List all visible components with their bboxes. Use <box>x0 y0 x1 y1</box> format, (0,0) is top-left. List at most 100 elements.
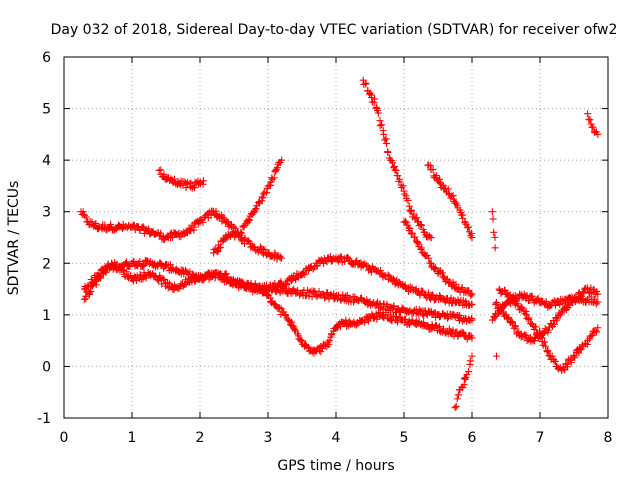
data-point <box>82 213 90 221</box>
data-point <box>313 262 321 270</box>
data-point <box>435 323 443 331</box>
data-point <box>594 298 602 306</box>
data-point <box>505 313 513 321</box>
data-point <box>532 323 540 331</box>
data-point <box>408 229 416 237</box>
data-point <box>238 229 246 237</box>
data-point <box>511 323 519 331</box>
data-point <box>298 337 306 345</box>
data-point <box>167 282 175 290</box>
data-point <box>259 190 267 198</box>
data-points <box>77 76 602 412</box>
x-tick-label: 2 <box>196 430 205 446</box>
data-point <box>155 166 163 174</box>
data-point <box>468 334 476 342</box>
data-point <box>415 240 423 248</box>
data-point <box>391 166 399 174</box>
data-point <box>468 290 476 298</box>
data-point <box>584 110 592 118</box>
data-point <box>544 326 552 334</box>
data-point <box>325 337 333 345</box>
data-point <box>237 228 245 236</box>
data-point <box>190 223 198 231</box>
data-point <box>278 156 286 164</box>
grid <box>64 57 608 418</box>
data-point <box>466 357 474 365</box>
data-point <box>521 331 529 339</box>
data-point <box>325 341 333 349</box>
data-point <box>383 140 391 148</box>
data-point <box>444 315 452 323</box>
data-point <box>270 174 278 182</box>
data-point <box>417 221 425 229</box>
data-point <box>544 347 552 355</box>
chart-title: Day 032 of 2018, Sidereal Day-to-day VTE… <box>51 22 618 38</box>
data-point <box>369 314 377 322</box>
data-point <box>398 183 406 191</box>
data-point <box>424 289 432 297</box>
data-point <box>283 280 291 288</box>
data-point <box>394 172 402 180</box>
data-point <box>498 304 506 312</box>
data-point <box>336 323 344 331</box>
data-point <box>431 264 439 272</box>
data-point <box>429 291 437 299</box>
data-point <box>429 323 437 331</box>
data-point <box>468 352 476 360</box>
data-point <box>136 271 144 279</box>
data-point <box>277 304 285 312</box>
data-point <box>489 215 497 223</box>
data-point <box>491 233 499 241</box>
data-point <box>251 206 259 214</box>
data-point <box>558 309 566 317</box>
data-point <box>401 217 409 225</box>
data-point <box>145 225 153 233</box>
data-point <box>378 121 386 129</box>
data-point <box>190 184 198 192</box>
y-tick-label: 4 <box>42 153 51 169</box>
data-point <box>430 264 438 272</box>
data-point <box>315 288 323 296</box>
data-point <box>525 314 533 322</box>
data-point <box>504 315 512 323</box>
data-point <box>123 268 131 276</box>
data-point <box>417 244 425 252</box>
data-point <box>455 285 463 293</box>
y-tick-label: 3 <box>42 205 51 221</box>
data-point <box>334 291 342 299</box>
data-point <box>140 262 148 270</box>
data-point <box>454 391 462 399</box>
data-point <box>410 210 418 218</box>
data-point <box>380 130 388 138</box>
data-point <box>542 342 549 350</box>
data-point <box>465 368 473 376</box>
data-point <box>542 298 550 305</box>
data-point <box>317 256 325 264</box>
data-point <box>259 194 267 202</box>
data-point <box>584 285 592 293</box>
data-point <box>543 348 551 356</box>
x-tick-label: 7 <box>536 430 545 446</box>
data-point <box>301 271 309 279</box>
data-point <box>553 315 561 323</box>
data-point <box>468 316 476 324</box>
data-point <box>534 294 542 302</box>
data-point <box>399 182 407 190</box>
data-point <box>364 317 372 325</box>
data-point <box>492 352 500 360</box>
data-point <box>565 300 573 308</box>
data-point <box>491 314 499 322</box>
data-point <box>378 270 386 278</box>
data-point <box>496 303 504 311</box>
data-point <box>594 324 602 332</box>
data-point <box>326 253 334 261</box>
data-point <box>384 148 392 156</box>
data-point <box>490 228 498 236</box>
data-point <box>468 234 476 241</box>
data-point <box>199 218 207 226</box>
data-point <box>139 260 147 268</box>
data-point <box>514 302 522 310</box>
data-point <box>118 266 126 274</box>
data-point <box>166 261 174 269</box>
data-point <box>152 261 160 269</box>
